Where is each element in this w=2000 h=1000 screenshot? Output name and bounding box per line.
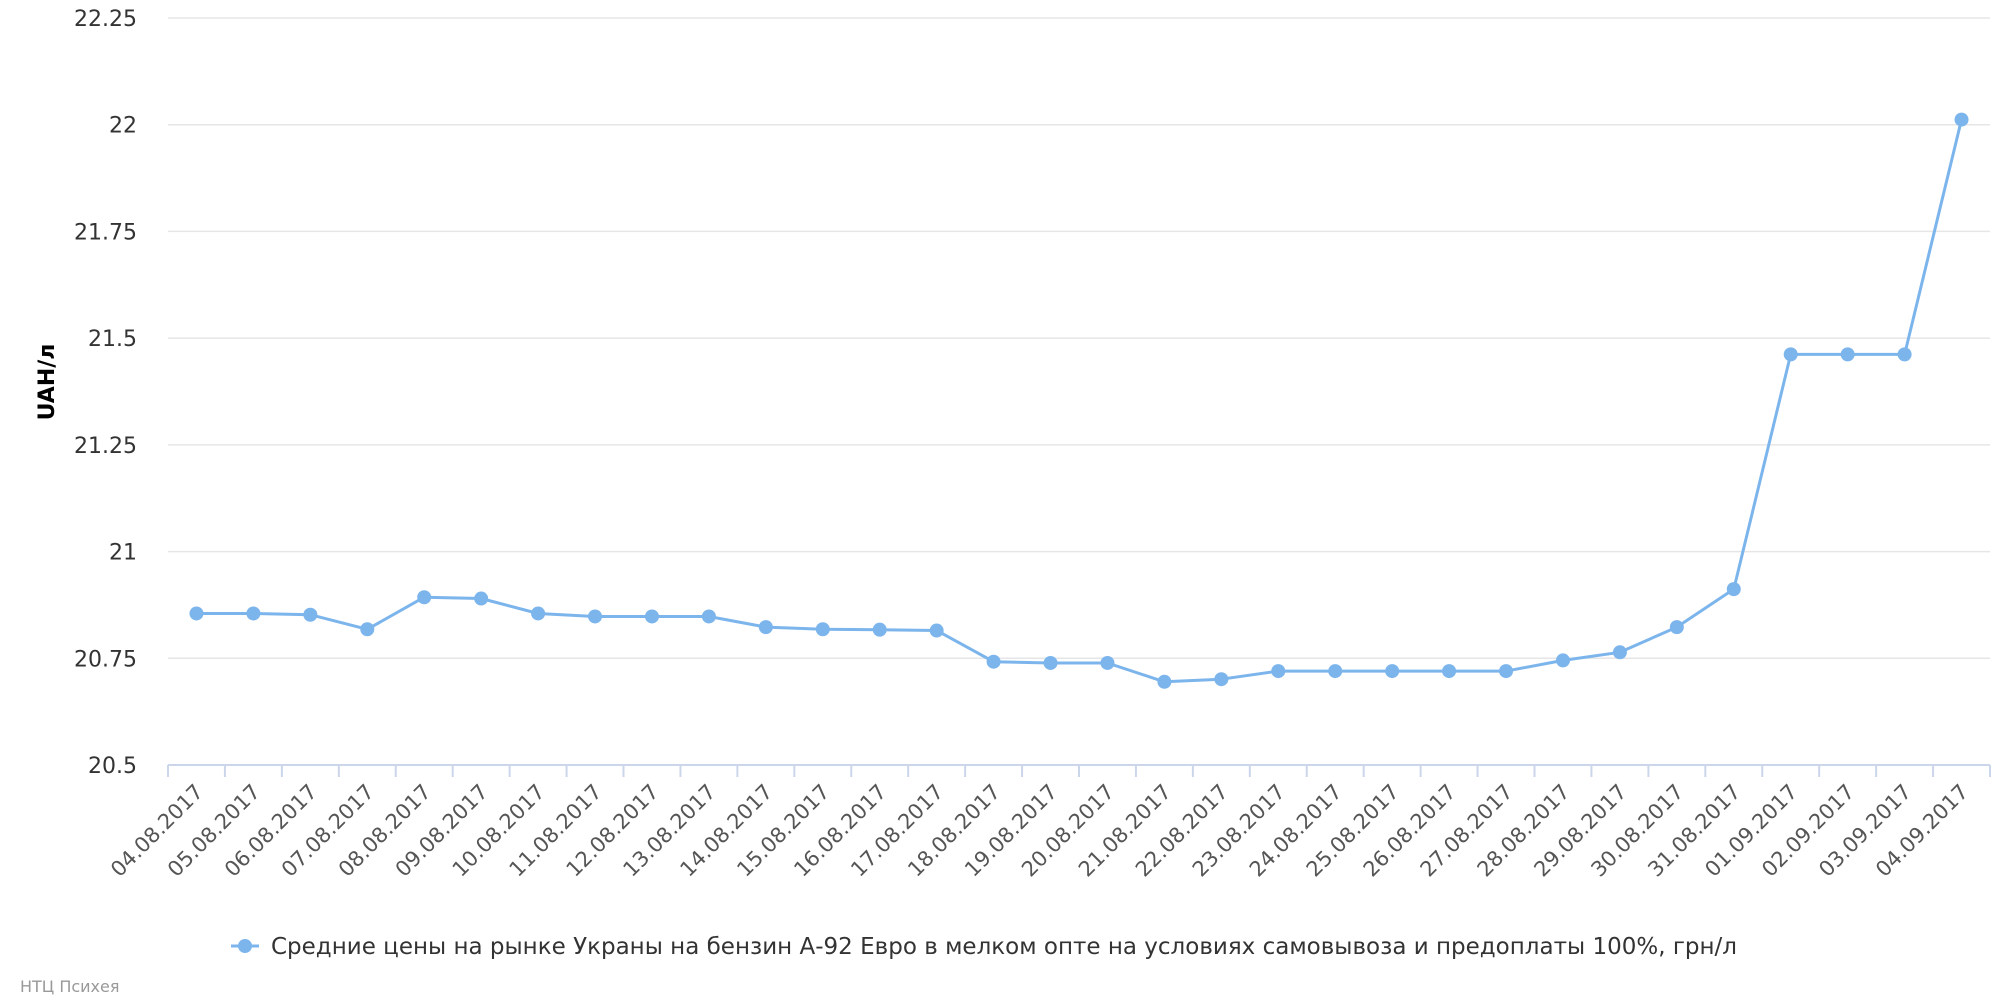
data-point[interactable] [1612,645,1627,660]
data-point[interactable] [1271,664,1286,679]
data-point[interactable] [417,590,432,605]
data-point[interactable] [1897,347,1912,362]
data-point[interactable] [815,622,830,637]
data-point[interactable] [303,607,318,622]
data-point[interactable] [1499,664,1514,679]
data-point[interactable] [1442,664,1457,679]
data-point[interactable] [474,591,489,606]
data-point[interactable] [246,606,261,621]
data-point[interactable] [1385,664,1400,679]
y-tick-label: 20.5 [88,754,137,779]
data-point[interactable] [1157,674,1172,689]
data-point[interactable] [644,609,659,624]
data-point[interactable] [1214,672,1229,687]
data-point[interactable] [1669,620,1684,635]
data-point[interactable] [1954,112,1969,127]
y-tick-label: 22.25 [74,7,137,32]
chart-credit[interactable]: НТЦ Психея [20,977,119,996]
legend-item-label[interactable]: Средние цены на рынке Украны на бензин А… [271,934,1737,960]
data-point[interactable] [360,622,375,637]
y-tick-label: 20.75 [74,647,137,672]
data-point[interactable] [929,623,944,638]
grid-lines [168,17,1990,660]
data-point[interactable] [531,606,546,621]
y-axis-title: UAH/л [35,344,60,421]
plot-area [189,112,1969,689]
data-point[interactable] [1043,655,1058,670]
data-point[interactable] [701,609,716,624]
data-point[interactable] [1555,653,1570,668]
y-tick-label: 22 [109,114,137,139]
legend[interactable]: Средние цены на рынке Украны на бензин А… [231,934,1737,960]
data-point[interactable] [872,622,887,637]
y-tick-label: 21.5 [88,327,137,352]
y-axis: 20.5 20.75 21 21.25 21.5 21.75 22 22.25 [74,7,137,779]
data-point[interactable] [1100,655,1115,670]
y-tick-label: 21.75 [74,220,137,245]
data-point[interactable] [1783,347,1798,362]
data-point[interactable] [1726,582,1741,597]
y-tick-label: 21.25 [74,434,137,459]
data-point[interactable] [758,620,773,635]
legend-marker-icon [238,939,252,953]
y-tick-label: 21 [109,541,137,566]
data-point[interactable] [1328,664,1343,679]
series-line [196,119,1963,684]
x-axis: 04.08.201705.08.201706.08.201707.08.2017… [106,764,1991,882]
data-point[interactable] [189,606,204,621]
data-point[interactable] [986,654,1001,669]
data-point[interactable] [588,609,603,624]
data-point[interactable] [1840,347,1855,362]
